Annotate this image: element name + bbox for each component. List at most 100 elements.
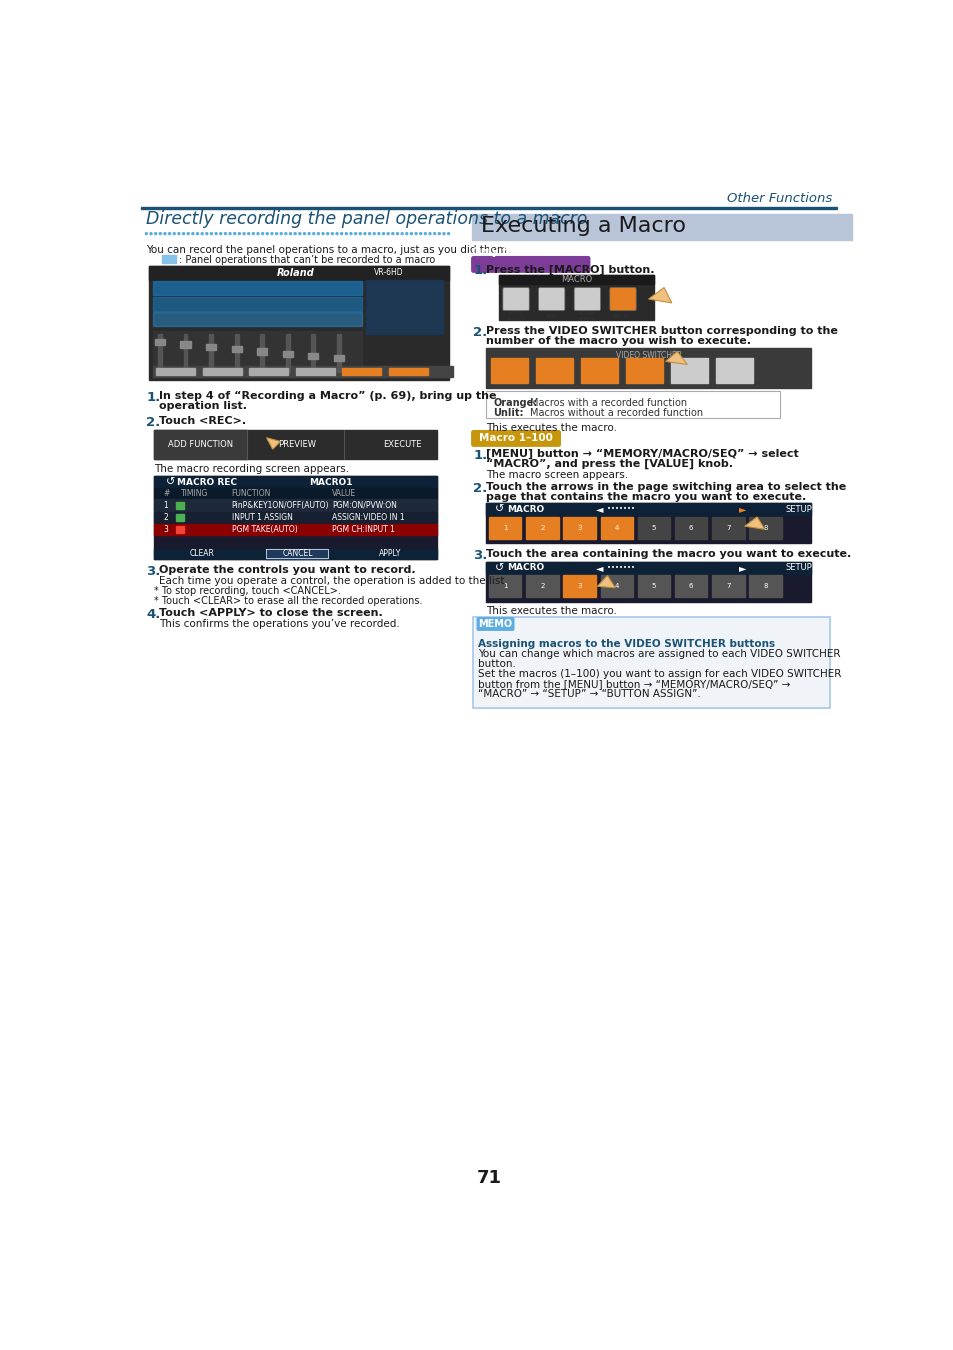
Text: The macro screen appears.: The macro screen appears. <box>485 470 627 481</box>
Bar <box>175 514 183 521</box>
Circle shape <box>266 232 268 235</box>
Bar <box>234 333 238 373</box>
Bar <box>308 352 318 359</box>
Circle shape <box>294 232 295 235</box>
Bar <box>637 517 670 539</box>
Circle shape <box>196 232 198 235</box>
Text: Macros with a recorded function: Macros with a recorded function <box>530 398 686 409</box>
Polygon shape <box>266 437 280 450</box>
Circle shape <box>447 232 449 235</box>
Text: 6: 6 <box>688 525 693 531</box>
Text: This executes the macro.: This executes the macro. <box>485 606 617 617</box>
Bar <box>670 358 707 383</box>
Text: 4.: 4. <box>146 608 161 621</box>
Text: 71: 71 <box>476 1169 501 1188</box>
Bar <box>748 517 781 539</box>
Text: PREVIEW: PREVIEW <box>278 440 316 450</box>
Bar <box>716 358 753 383</box>
Text: MACRO: MACRO <box>560 275 592 285</box>
Bar <box>149 266 449 279</box>
Text: Unlit:: Unlit: <box>493 409 523 418</box>
Circle shape <box>415 232 416 235</box>
Bar <box>260 333 264 373</box>
Circle shape <box>350 232 352 235</box>
Bar <box>674 575 707 597</box>
Circle shape <box>363 232 366 235</box>
Bar <box>473 617 829 707</box>
Polygon shape <box>597 575 615 587</box>
Bar <box>485 347 810 387</box>
Text: 3.: 3. <box>146 566 161 579</box>
Text: 2: 2 <box>539 525 544 531</box>
Text: MEMO: MEMO <box>477 620 512 629</box>
Bar <box>154 524 436 536</box>
Text: •••••••: ••••••• <box>607 564 635 571</box>
Bar <box>158 333 162 373</box>
Text: MACRO: MACRO <box>506 563 543 572</box>
Circle shape <box>248 232 250 235</box>
Bar <box>154 477 436 559</box>
Text: 8: 8 <box>762 525 767 531</box>
Circle shape <box>173 232 175 235</box>
Text: VIDEO SWITCHER: VIDEO SWITCHER <box>615 351 681 359</box>
Text: CLEAR: CLEAR <box>190 549 214 559</box>
Text: MACRO1: MACRO1 <box>309 478 353 487</box>
Circle shape <box>154 232 156 235</box>
Text: You can record the panel operations to a macro, just as you did them.: You can record the panel operations to a… <box>146 246 510 255</box>
Text: VALUE: VALUE <box>332 489 356 498</box>
Text: SCENE
MEMORY: SCENE MEMORY <box>576 312 598 323</box>
Bar <box>152 297 361 310</box>
Text: #: # <box>163 489 170 498</box>
Bar <box>286 333 290 373</box>
Bar <box>162 255 175 263</box>
Text: APPLY: APPLY <box>379 549 401 559</box>
Circle shape <box>392 232 394 235</box>
Text: 4: 4 <box>614 583 618 589</box>
Bar <box>674 517 707 539</box>
Bar <box>389 367 427 375</box>
Text: Operate the controls you want to record.: Operate the controls you want to record. <box>158 566 415 575</box>
Text: 7: 7 <box>725 583 730 589</box>
Bar <box>498 275 654 285</box>
Circle shape <box>256 232 258 235</box>
Text: PinP&KEY1ON/OFF(AUTO): PinP&KEY1ON/OFF(AUTO) <box>232 501 329 509</box>
Bar <box>154 548 436 559</box>
Circle shape <box>145 232 147 235</box>
Text: ►: ► <box>739 505 746 514</box>
Bar <box>342 367 381 375</box>
Circle shape <box>289 232 292 235</box>
Text: AUX: AUX <box>546 315 557 319</box>
Circle shape <box>400 232 403 235</box>
Bar <box>711 575 744 597</box>
Bar <box>599 517 633 539</box>
Text: Touch the area containing the macro you want to execute.: Touch the area containing the macro you … <box>485 549 850 559</box>
Bar <box>149 266 449 379</box>
Circle shape <box>238 232 240 235</box>
Text: Executing a Macro: Executing a Macro <box>480 216 685 236</box>
Polygon shape <box>665 351 686 364</box>
Text: Touch <REC>.: Touch <REC>. <box>158 416 246 427</box>
Circle shape <box>261 232 263 235</box>
Text: ◄: ◄ <box>596 505 602 514</box>
Circle shape <box>206 232 208 235</box>
Text: “MACRO” → “SETUP” → “BUTTON ASSIGN”.: “MACRO” → “SETUP” → “BUTTON ASSIGN”. <box>477 690 700 699</box>
Text: VR-6HD: VR-6HD <box>374 269 403 277</box>
Polygon shape <box>648 288 671 302</box>
Bar <box>488 575 521 597</box>
Text: ►: ► <box>739 563 746 572</box>
Circle shape <box>187 232 189 235</box>
Text: 1: 1 <box>502 525 507 531</box>
FancyBboxPatch shape <box>476 617 514 630</box>
Bar <box>562 517 596 539</box>
Bar <box>154 477 436 489</box>
Text: Press the [MACRO] button.: Press the [MACRO] button. <box>485 265 654 274</box>
Circle shape <box>326 232 329 235</box>
Circle shape <box>201 232 203 235</box>
Text: * Touch <CLEAR> to erase all the recorded operations.: * Touch <CLEAR> to erase all the recorde… <box>154 597 422 606</box>
FancyBboxPatch shape <box>471 256 590 273</box>
Text: INPUT 1 ASSIGN: INPUT 1 ASSIGN <box>232 513 293 522</box>
Circle shape <box>285 232 287 235</box>
Circle shape <box>229 232 231 235</box>
Polygon shape <box>744 517 764 529</box>
Circle shape <box>331 232 333 235</box>
